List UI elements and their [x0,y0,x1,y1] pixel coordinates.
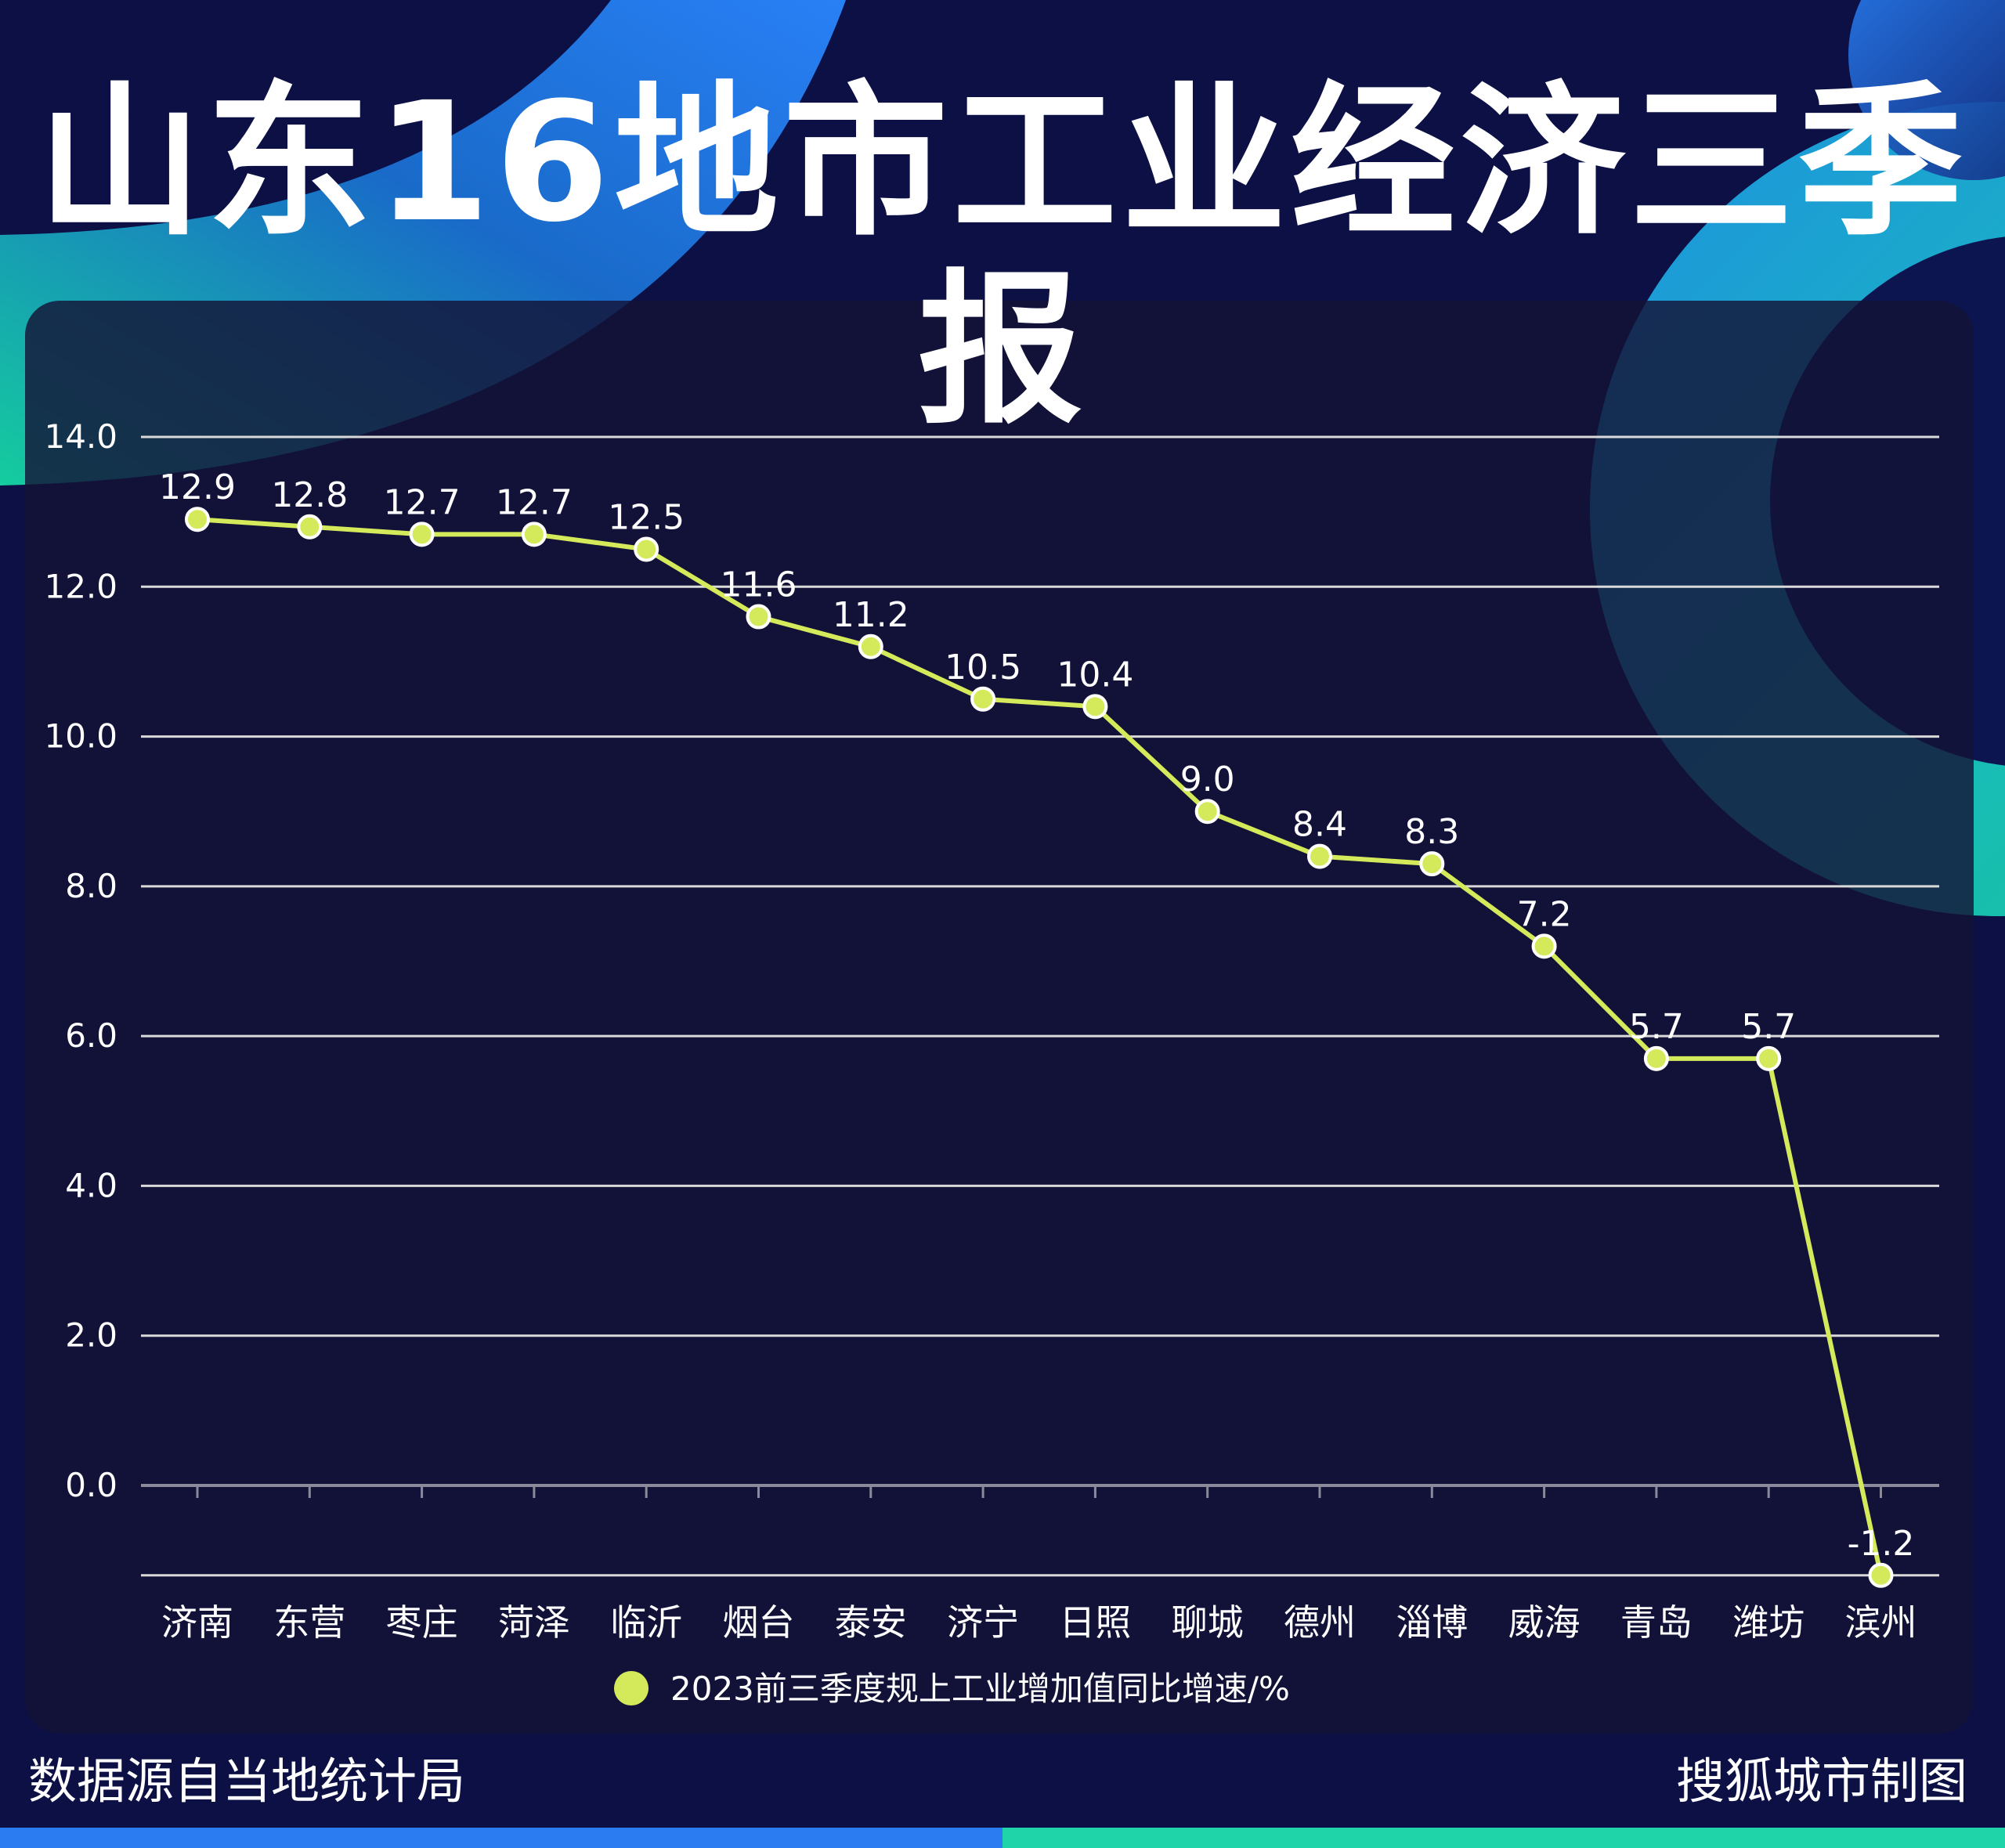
y-tick-label: 14.0 [44,417,117,456]
data-point [1082,694,1108,720]
y-tick-label: 4.0 [65,1166,117,1204]
x-tick-label: 德州 [1284,1601,1356,1644]
data-point [409,522,435,547]
y-tick-label: 10.0 [44,717,117,756]
data-point [185,507,210,532]
x-tick-label: 临沂 [610,1601,682,1644]
data-label: 11.6 [721,565,797,605]
x-tick-label: 威海 [1508,1601,1581,1644]
data-point [297,514,323,540]
data-label: -1.2 [1848,1524,1915,1564]
data-source-note: 数据源自当地统计局 [28,1752,466,1810]
y-tick-label: 0.0 [65,1466,117,1504]
y-tick-label: 6.0 [65,1016,117,1055]
data-point [1756,1045,1782,1071]
x-tick-label: 东营 [273,1601,345,1644]
data-label: 8.4 [1292,805,1347,845]
data-label: 12.5 [608,497,685,537]
data-label: 12.9 [159,467,236,507]
data-label: 11.2 [833,595,909,635]
data-label: 9.0 [1180,760,1235,799]
x-tick-label: 枣庄 [386,1601,458,1644]
x-tick-label: 烟台 [723,1601,795,1644]
data-point [1643,1045,1669,1071]
data-point [970,686,996,712]
data-point [521,522,547,547]
data-point [858,633,883,659]
x-tick-label: 滨州 [1845,1601,1917,1644]
data-label: 7.2 [1517,894,1572,934]
data-label: 10.5 [945,648,1021,688]
data-point [1531,933,1557,959]
x-tick-label: 青岛 [1620,1601,1693,1644]
chart-credit: 搜狐城市制图 [1675,1752,1967,1810]
legend-marker [614,1671,648,1705]
data-label: 12.7 [384,482,461,522]
x-tick-label: 淄博 [1396,1601,1468,1644]
data-point [746,604,771,630]
x-tick-label: 聊城 [1172,1601,1244,1644]
series-line [197,517,1884,1576]
data-point [634,536,659,562]
data-point [1307,843,1332,869]
y-tick-label: 2.0 [65,1316,117,1355]
x-tick-label: 泰安 [835,1601,907,1644]
data-label: 5.7 [1741,1007,1796,1047]
data-label: 12.8 [271,475,348,515]
data-label: 8.3 [1404,812,1459,852]
y-tick-label: 8.0 [65,867,117,905]
bottom-accent-bar-blue [0,1828,1002,1848]
x-tick-label: 济宁 [947,1601,1019,1644]
y-tick-label: 12.0 [44,567,117,605]
bottom-accent-bar-green [1002,1828,2005,1848]
data-point [1868,1562,1894,1588]
top-right-glow [1848,0,2005,180]
legend-label: 2023前三季度规上工业增加值同比增速/% [670,1669,1290,1708]
x-tick-label: 日照 [1059,1601,1131,1644]
data-label: 5.7 [1629,1007,1684,1047]
chart-panel [25,301,1974,1734]
page-title: 山东16地市工业经济三季报 [37,67,1968,446]
data-point [1194,799,1220,825]
data-label: 12.7 [496,482,573,522]
data-label: 10.4 [1057,655,1133,695]
x-tick-label: 济南 [161,1601,233,1644]
x-tick-label: 潍坊 [1732,1601,1804,1644]
data-point [1419,851,1445,877]
x-tick-label: 菏泽 [498,1601,570,1644]
